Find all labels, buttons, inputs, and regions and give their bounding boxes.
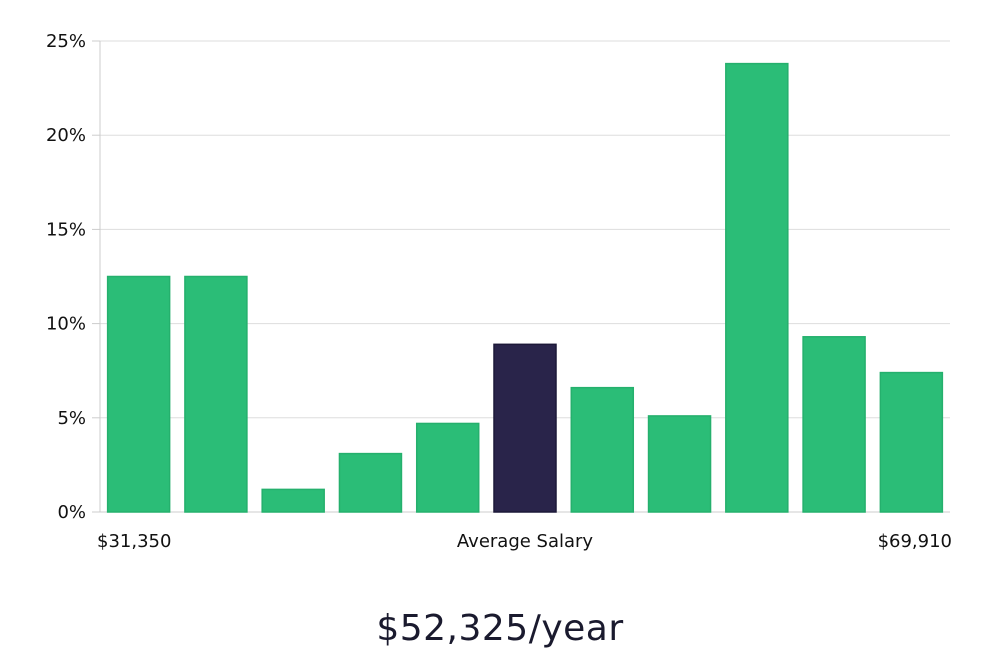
histogram-bar <box>415 422 480 513</box>
x-label-average: Average Salary <box>457 531 594 552</box>
histogram-bar <box>879 371 944 513</box>
histogram-bar <box>106 275 171 513</box>
histogram-bar <box>261 488 325 513</box>
y-tick-label: 5% <box>57 408 86 429</box>
histogram-bar <box>725 62 789 513</box>
salary-histogram: 0% 5% 10% 15% 20% 25% $31,350 Average Salary $69… <box>46 31 952 552</box>
histogram-bar <box>570 386 635 513</box>
x-label-max: $69,910 <box>878 531 952 552</box>
histogram-bar <box>802 336 866 513</box>
histogram-bar <box>647 415 712 513</box>
x-label-min: $31,350 <box>97 531 171 552</box>
y-tick-label: 0% <box>57 502 86 523</box>
histogram-bar <box>338 452 403 513</box>
bar-average-salary <box>493 343 557 513</box>
y-tick-label: 10% <box>46 314 86 335</box>
y-tick-label: 20% <box>46 125 86 146</box>
histogram-bar <box>184 275 248 513</box>
y-tick-label: 15% <box>46 219 86 240</box>
average-salary-value: $52,325/year <box>376 608 624 649</box>
y-tick-label: 25% <box>46 31 86 52</box>
